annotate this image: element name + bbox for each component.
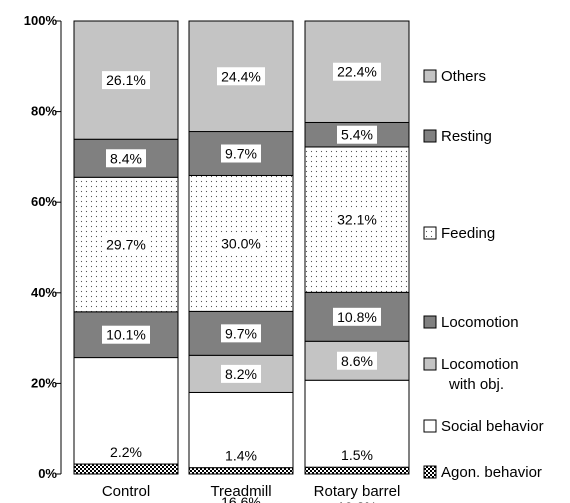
y-tick-label: 60% <box>31 194 57 209</box>
data-label-background <box>217 67 265 86</box>
bar-segment <box>188 467 294 475</box>
data-label-background <box>217 234 265 253</box>
data-label: 1.5% <box>341 447 373 463</box>
legend-swatch <box>423 465 437 479</box>
legend-swatch <box>423 315 437 329</box>
data-label: 10.8% <box>337 309 377 325</box>
legend-label: Locomotion <box>441 356 519 373</box>
data-label-background <box>102 235 150 254</box>
data-label-background <box>221 364 261 383</box>
data-label: 30.0% <box>221 235 261 251</box>
legend-label: Social behavior <box>441 418 544 435</box>
legend-label: Feeding <box>441 225 495 242</box>
legend-swatch <box>423 226 437 240</box>
category-labels: Control Treadmill Rotary barrel <box>102 483 401 500</box>
data-label: 8.2% <box>225 366 257 382</box>
legend-label: Agon. behavior <box>441 464 542 481</box>
category-label: Treadmill <box>210 483 271 500</box>
data-label: 8.6% <box>341 353 373 369</box>
data-label: 9.7% <box>225 146 257 162</box>
data-labels: 2.2%23.5%10.1%29.7%8.4%26.1%1.4%16.6%8.2… <box>102 62 381 503</box>
legend-label: Locomotion <box>441 314 519 331</box>
data-label: 5.4% <box>341 127 373 143</box>
data-label-background <box>333 62 381 81</box>
y-axis: 0% 20% 40% 60% 80% 100% <box>24 13 62 481</box>
data-label-background <box>333 307 381 326</box>
legend-label: with obj. <box>448 376 504 393</box>
data-label: 10.1% <box>106 327 146 343</box>
data-label: 1.4% <box>225 448 257 464</box>
y-tick-label: 0% <box>38 466 57 481</box>
legend-label: Resting <box>441 128 492 145</box>
data-label-background <box>337 125 377 144</box>
data-label: 9.7% <box>225 325 257 341</box>
data-label-background <box>333 498 381 503</box>
y-tick-label: 100% <box>24 13 58 28</box>
bar-segment <box>73 463 179 475</box>
data-label: 8.4% <box>110 150 142 166</box>
data-label-background <box>106 149 146 168</box>
data-label: 19.2% <box>337 499 377 503</box>
data-label: 16.6% <box>221 494 261 503</box>
data-label-background <box>221 144 261 163</box>
data-label-background <box>337 446 377 465</box>
legend-swatch <box>423 419 437 433</box>
data-label-background <box>337 351 377 370</box>
data-label-background <box>106 443 146 462</box>
legend-swatch <box>423 129 437 143</box>
legend: Others Resting Feeding Locomotion Locomotion… <box>423 68 544 481</box>
y-tick-label: 40% <box>31 285 57 300</box>
data-label-background <box>217 493 265 503</box>
data-label-background <box>102 71 150 90</box>
data-label-background <box>333 210 381 229</box>
bar-segment <box>304 466 410 475</box>
data-label-background <box>221 324 261 343</box>
y-tick-label: 80% <box>31 104 57 119</box>
data-label: 24.4% <box>221 68 261 84</box>
data-label-background <box>221 446 261 465</box>
category-label: Rotary barrel <box>314 483 401 500</box>
data-label: 22.4% <box>337 64 377 80</box>
data-label: 2.2% <box>110 444 142 460</box>
data-label: 32.1% <box>337 212 377 228</box>
data-label: 26.1% <box>106 72 146 88</box>
legend-label: Others <box>441 68 486 85</box>
data-label: 29.7% <box>106 237 146 253</box>
category-label: Control <box>102 483 150 500</box>
legend-swatch <box>423 357 437 371</box>
y-tick-label: 20% <box>31 375 57 390</box>
data-label-background <box>102 325 150 344</box>
legend-swatch <box>423 69 437 83</box>
